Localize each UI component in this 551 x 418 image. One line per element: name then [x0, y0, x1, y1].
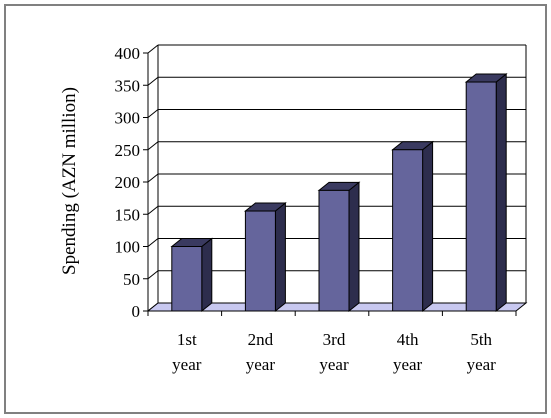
- bar-side: [422, 140, 434, 313]
- x-tick-label-line: year: [319, 355, 349, 374]
- bar: [464, 72, 508, 313]
- y-tick-label: 300: [115, 109, 141, 128]
- bar-front: [465, 81, 497, 312]
- x-tick-label-line: year: [467, 355, 497, 374]
- bar: [170, 237, 214, 313]
- side-wall-tick: [147, 205, 159, 215]
- x-tick-label-line: year: [246, 355, 276, 374]
- y-tick-label: 100: [115, 238, 141, 257]
- y-tick-label: 250: [115, 141, 141, 160]
- side-wall-tick: [147, 270, 159, 280]
- bar-side: [274, 201, 286, 313]
- bar-side: [348, 181, 360, 313]
- side-wall-tick: [147, 44, 159, 54]
- x-tick-label: 1st year: [172, 330, 202, 374]
- x-tick-label: 2nd year: [246, 330, 276, 374]
- side-wall-tick: [147, 76, 159, 86]
- y-tick-label: 50: [123, 270, 140, 289]
- x-tick-label: 5th year: [467, 330, 497, 374]
- y-tick-label: 150: [115, 205, 141, 224]
- side-wall-tick: [147, 238, 159, 247]
- bar-front: [171, 246, 203, 312]
- y-tick-labels: 0 50 100 150 200 250 300 350 400: [115, 44, 148, 321]
- bar: [243, 201, 287, 313]
- x-tick-label-line: 4th: [397, 330, 419, 349]
- side-wall-tick: [147, 141, 159, 151]
- bar: [391, 140, 435, 313]
- bar-front: [244, 210, 276, 312]
- bar-front: [318, 189, 350, 312]
- x-tick-labels: 1st year 2nd year 3rd year 4th year 5th year: [147, 311, 517, 374]
- y-tick-label: 0: [132, 302, 141, 321]
- bars-layer: [170, 72, 508, 313]
- y-tick-label: 400: [115, 44, 141, 63]
- y-axis-label: Spending (AZN million): [59, 87, 80, 275]
- side-wall-tick: [147, 173, 159, 183]
- side-wall-tick: [147, 109, 159, 118]
- x-tick-label-line: 2nd: [248, 330, 274, 349]
- x-tick-label-line: year: [393, 355, 423, 374]
- x-tick-label-line: year: [172, 355, 202, 374]
- x-tick-label: 4th year: [393, 330, 423, 374]
- bar-side: [201, 237, 213, 313]
- x-tick-label-line: 1st: [177, 330, 197, 349]
- y-tick-label: 350: [115, 76, 141, 95]
- bar-front: [392, 149, 424, 312]
- x-tick-label: 3rd year: [319, 330, 349, 374]
- y-tick-label: 200: [115, 173, 141, 192]
- x-tick-label-line: 3rd: [323, 330, 346, 349]
- bar: [317, 181, 361, 313]
- bar-side: [495, 72, 507, 313]
- grid-layer: [147, 44, 527, 312]
- x-tick-label-line: 5th: [470, 330, 492, 349]
